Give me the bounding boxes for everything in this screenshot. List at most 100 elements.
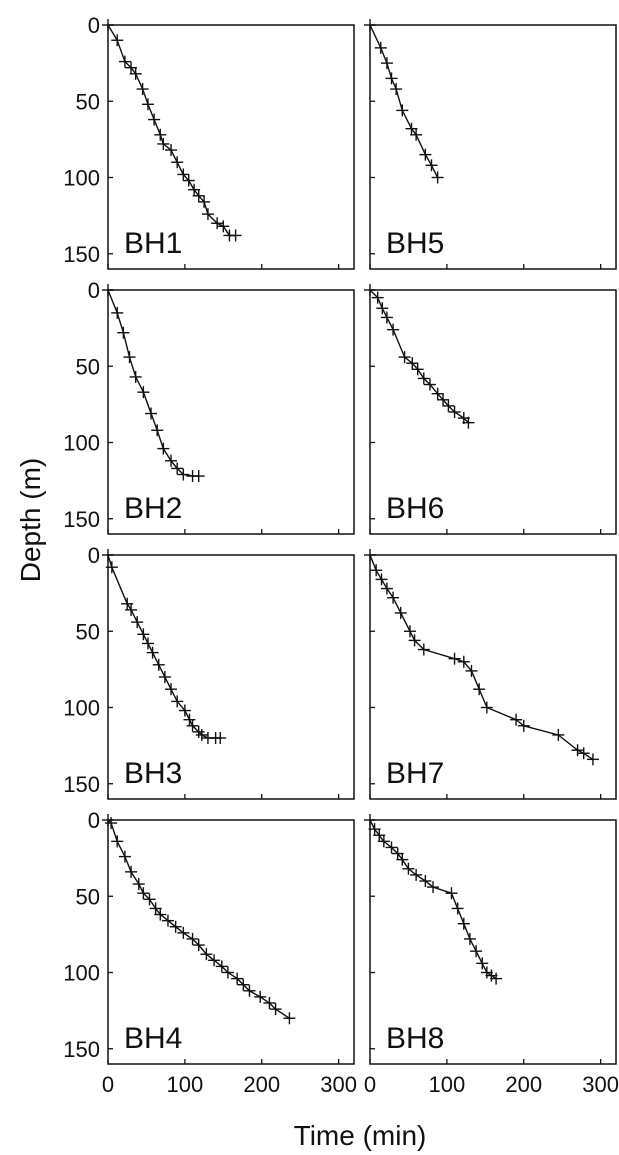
x-tick-label-bh8-200: 200 [505, 1072, 542, 1097]
data-point-bh3-14 [186, 719, 199, 732]
panel-bh2: 0 50 100 150 BH2 [63, 278, 355, 535]
data-point-bh7-1 [370, 564, 383, 577]
y-tick-label-bh4-50: 50 [76, 884, 100, 909]
data-point-bh4-25 [283, 1012, 296, 1025]
data-point-bh6-5 [398, 351, 411, 364]
data-point-bh6-0 [364, 284, 376, 296]
data-point-bh8-12 [451, 902, 464, 915]
data-point-bh4-9 [154, 908, 167, 921]
data-point-bh6-11 [437, 393, 450, 406]
data-point-bh1-1 [111, 34, 124, 47]
data-point-bh7-13 [480, 701, 493, 714]
data-point-bh7-3 [380, 582, 393, 595]
y-tick-label-bh2-100: 100 [63, 431, 100, 456]
data-point-bh3-0 [102, 549, 114, 561]
data-point-bh6-13 [448, 406, 461, 418]
data-point-bh8-14 [463, 932, 476, 945]
panel-frame-bh1 [107, 24, 355, 270]
data-point-bh4-17 [215, 960, 228, 973]
data-point-bh3-4 [131, 616, 144, 629]
data-point-bh7-7 [408, 634, 421, 647]
data-point-bh1-18 [211, 217, 224, 230]
panel-bh8: 0 100 200 300 BH8 [364, 814, 619, 1097]
panel-label-bh3: BH3 [124, 757, 182, 790]
data-point-bh1-9 [157, 137, 170, 150]
data-point-bh4-21 [243, 984, 256, 997]
data-point-bh7-9 [448, 652, 461, 665]
panel-frame-bh7 [369, 554, 617, 800]
data-point-bh4-1 [105, 817, 118, 830]
data-point-bh3-3 [125, 603, 138, 616]
panel-grid: 0 50 100 150 BH1 BH5 0 50 100 150 BH2 BH6 0 50 100 150 B… [63, 13, 619, 1097]
data-point-bh3-12 [178, 704, 191, 717]
panel-label-bh4: BH4 [124, 1022, 182, 1055]
panel-frame-bh8 [369, 819, 617, 1065]
data-point-bh2-5 [137, 386, 150, 399]
data-point-bh5-8 [419, 148, 432, 161]
data-point-bh5-10 [431, 171, 444, 184]
data-point-bh8-0 [364, 814, 376, 826]
data-point-bh1-21 [229, 229, 242, 242]
y-tick-label-bh4-100: 100 [63, 961, 100, 986]
data-point-bh1-5 [136, 83, 149, 96]
y-tick-label-bh1-50: 50 [76, 89, 100, 114]
data-point-bh3-15 [192, 725, 205, 738]
data-point-bh6-1 [371, 291, 384, 304]
data-point-bh7-0 [364, 549, 376, 561]
data-point-bh3-6 [141, 637, 154, 650]
data-point-bh1-13 [182, 174, 195, 187]
data-point-bh3-8 [152, 658, 165, 671]
data-point-bh6-7 [411, 363, 424, 376]
data-point-bh2-3 [123, 351, 136, 364]
panel-frame-bh4 [107, 819, 355, 1065]
data-point-bh8-13 [457, 917, 470, 930]
data-point-bh1-16 [198, 195, 211, 208]
data-point-bh4-5 [132, 878, 145, 891]
data-point-bh3-1 [105, 561, 118, 574]
data-point-bh7-11 [465, 664, 478, 677]
data-point-bh1-10 [165, 144, 178, 157]
data-point-bh1-7 [148, 113, 161, 126]
data-point-bh1-4 [129, 67, 142, 80]
data-point-bh1-0 [102, 19, 114, 31]
x-tick-label-bh4-300: 300 [320, 1072, 357, 1097]
data-point-bh1-2 [118, 55, 131, 68]
data-point-bh5-5 [396, 104, 409, 117]
panel-bh1: 0 50 100 150 BH1 [63, 13, 355, 270]
data-point-bh2-11 [177, 468, 190, 481]
y-tick-label-bh2-150: 150 [63, 507, 100, 532]
data-point-bh4-11 [169, 920, 182, 933]
y-tick-label-bh2-50: 50 [76, 354, 100, 379]
data-point-bh3-9 [158, 671, 171, 683]
data-point-bh6-15 [462, 416, 475, 429]
data-point-bh4-19 [231, 972, 244, 985]
y-tick-label-bh2-0: 0 [88, 278, 100, 303]
data-point-bh1-8 [154, 128, 167, 141]
panel-label-bh2: BH2 [124, 492, 182, 525]
data-point-bh1-19 [217, 220, 230, 233]
data-point-bh4-16 [208, 954, 221, 967]
x-axis-title: Time (min) [294, 1120, 427, 1151]
y-tick-label-bh3-150: 150 [63, 772, 100, 797]
y-tick-label-bh1-100: 100 [63, 166, 100, 191]
data-point-bh7-6 [403, 625, 416, 638]
data-point-bh8-15 [470, 945, 483, 958]
data-point-bh2-10 [171, 462, 184, 475]
panel-label-bh8: BH8 [386, 1022, 444, 1055]
series-line-bh7 [369, 554, 594, 760]
data-point-bh5-0 [364, 19, 376, 31]
data-point-bh6-12 [442, 399, 455, 412]
data-point-bh7-15 [517, 719, 530, 732]
data-point-bh1-11 [171, 156, 184, 169]
panel-bh7: BH7 [364, 549, 617, 800]
x-tick-label-bh4-200: 200 [243, 1072, 280, 1097]
data-point-bh4-12 [177, 926, 190, 939]
y-tick-label-bh4-0: 0 [88, 808, 100, 833]
data-point-bh8-6 [396, 853, 409, 866]
data-point-bh7-18 [577, 747, 590, 760]
data-point-bh3-2 [121, 597, 134, 610]
data-point-bh7-16 [552, 728, 565, 741]
panel-bh5: BH5 [364, 19, 617, 270]
